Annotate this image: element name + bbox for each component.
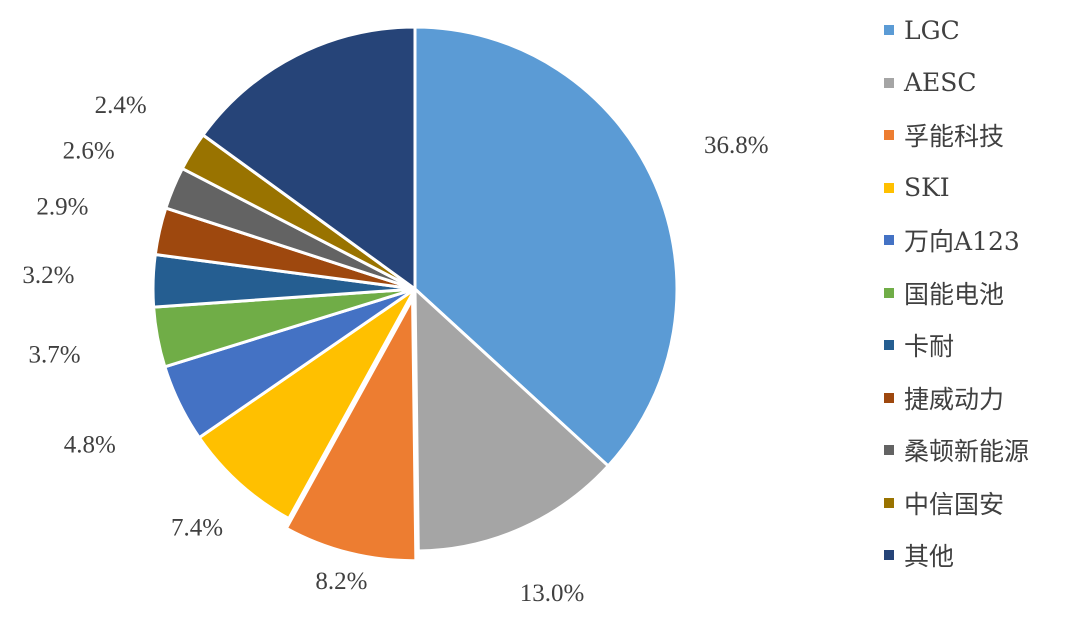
- data-label: 36.8%: [704, 132, 769, 159]
- legend: LGC AESC 孚能科技 SKI 万向A123 国能电池卡耐捷威动力桑顿新能源中信国安其…: [884, 4, 1029, 582]
- data-label: 3.7%: [28, 341, 80, 368]
- legend-label: 孚能科技: [904, 122, 1005, 152]
- legend-item: 万向A123: [884, 214, 1029, 267]
- legend-swatch: [884, 550, 894, 561]
- data-label: 2.9%: [36, 194, 88, 221]
- legend-label: 卡耐: [904, 332, 955, 362]
- pie-slice-aesc: [413, 287, 610, 553]
- data-label: 7.4%: [171, 515, 223, 542]
- pie-slice-item-3: [284, 297, 418, 563]
- pie-slice-lgc: [413, 25, 679, 468]
- data-label: 15.0%: [230, 0, 295, 2]
- legend-item: 中信国安: [884, 477, 1029, 530]
- data-label: 2.6%: [63, 137, 115, 164]
- pie-slice-ski: [197, 287, 417, 521]
- pie-data-labels: 36.8% 13.0% 8.2% 7.4% 4.8% 3.7% 3.2% 2.9% 2.6% 2.…: [22, 0, 768, 607]
- legend-swatch: [884, 182, 894, 193]
- legend-swatch: [884, 287, 894, 298]
- legend-item: 卡耐: [884, 319, 1029, 372]
- legend-label: SKI: [904, 173, 950, 203]
- legend-item: SKI: [884, 162, 1029, 215]
- data-label: 4.8%: [64, 432, 116, 459]
- legend-label: 其他: [904, 542, 955, 572]
- legend-swatch: [884, 235, 894, 246]
- data-label: 2.4%: [95, 92, 147, 119]
- legend-item: LGC: [884, 4, 1029, 57]
- legend-item: 国能电池: [884, 267, 1029, 320]
- legend-swatch: [884, 445, 894, 456]
- data-label: 13.0%: [520, 580, 585, 607]
- legend-label: 国能电池: [904, 279, 1005, 309]
- legend-label: 中信国安: [904, 489, 1005, 519]
- legend-label: 桑顿新能源: [904, 437, 1030, 467]
- legend-label: LGC: [904, 15, 960, 45]
- legend-item: 捷威动力: [884, 372, 1029, 425]
- pie-slices: [151, 25, 679, 563]
- pie-slice-item-11: [201, 25, 417, 291]
- data-label: 3.2%: [22, 262, 74, 289]
- legend-swatch: [884, 340, 894, 351]
- legend-swatch: [884, 130, 894, 141]
- data-label: 8.2%: [315, 568, 367, 595]
- legend-item: 桑顿新能源: [884, 424, 1029, 477]
- legend-swatch: [884, 392, 894, 403]
- legend-swatch: [884, 497, 894, 508]
- legend-swatch: [884, 25, 894, 36]
- legend-label: AESC: [904, 68, 977, 98]
- legend-swatch: [884, 77, 894, 88]
- legend-label: 万向A123: [904, 227, 1020, 257]
- legend-item: 孚能科技: [884, 109, 1029, 162]
- legend-item: 其他: [884, 529, 1029, 582]
- legend-item: AESC: [884, 57, 1029, 110]
- legend-label: 捷威动力: [904, 384, 1005, 414]
